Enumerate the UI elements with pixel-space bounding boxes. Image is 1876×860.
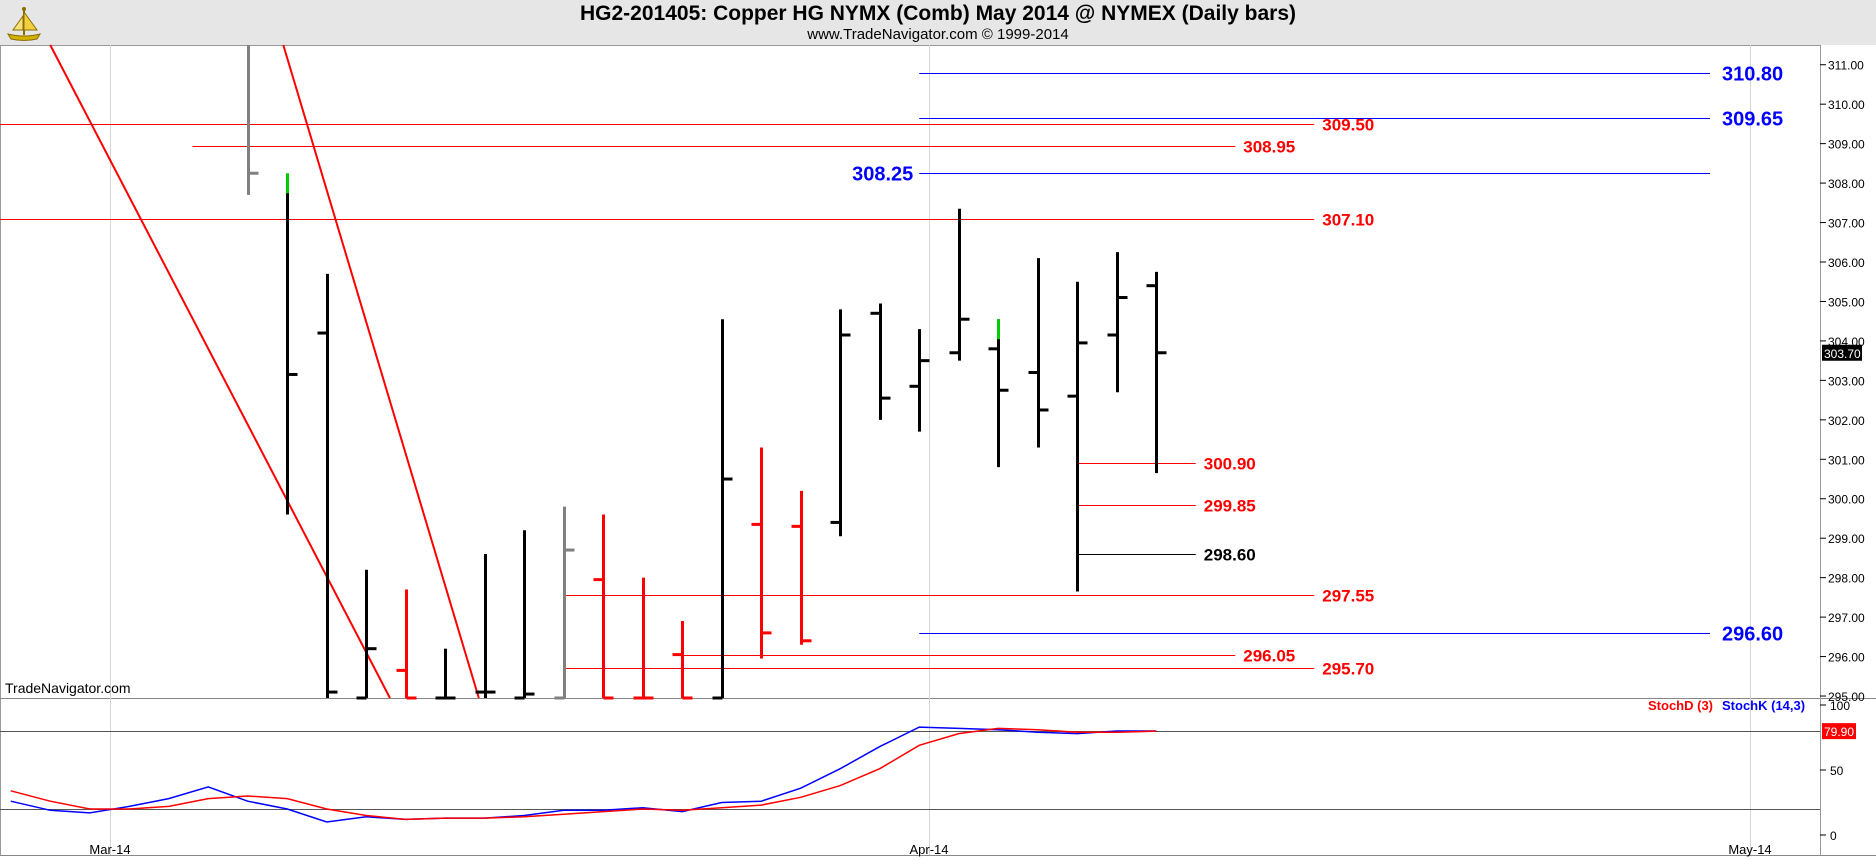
chart-header: HG2-201405: Copper HG NYMX (Comb) May 20… — [0, 0, 1876, 45]
ohlc-bar — [791, 490, 812, 645]
chart-frame — [0, 45, 1876, 856]
ohlc-bar — [435, 648, 456, 700]
ohlc-bar — [475, 553, 496, 698]
ohlc-bar — [988, 319, 1009, 468]
trade-navigator-logo-icon — [4, 4, 44, 42]
price-tick-label: 298.00 — [1828, 572, 1865, 586]
level-308.25: 308.25 — [852, 164, 1710, 186]
level-310.80: 310.80 — [919, 64, 1783, 86]
price-tick-label: 302.00 — [1828, 414, 1865, 428]
level-label: 300.90 — [1204, 455, 1256, 474]
price-tick-label: 297.00 — [1828, 611, 1865, 625]
last-price-box — [1822, 344, 1862, 361]
trendline — [49, 44, 391, 699]
stoch-tick-label: 0 — [1830, 829, 1837, 843]
price-axis: 311.00 310.00 309.00 308.00 307.00 306.00 305.… — [1820, 59, 1865, 704]
price-tick-label: 306.00 — [1828, 256, 1865, 270]
stochastic-panel: 100 50 0 StochD (3) StochK (14,3) 79.90 — [0, 698, 1856, 843]
price-tick-label: 295.00 — [1828, 690, 1865, 704]
level-309.65: 309.65 — [919, 109, 1783, 131]
ohlc-bar — [554, 506, 575, 700]
chart-subtitle: www.TradeNavigator.com © 1999-2014 — [807, 26, 1069, 43]
level-296.05: 296.05 — [682, 647, 1295, 666]
stoch-series-line — [10, 726, 1157, 823]
legend-stochd: StochD (3) — [1648, 698, 1713, 713]
level-label: 308.95 — [1243, 138, 1295, 157]
level-297.55: 297.55 — [563, 587, 1374, 606]
ohlc-bar — [751, 447, 772, 659]
price-levels: 310.80 309.65 309.50 308.95 308.25 307.10 300.… — [0, 64, 1783, 679]
ohlc-bar — [830, 309, 851, 537]
level-label: 310.80 — [1722, 64, 1783, 86]
price-tick-label: 309.00 — [1828, 138, 1865, 152]
price-tick-label: 305.00 — [1828, 295, 1865, 309]
price-tick-label: 299.00 — [1828, 532, 1865, 546]
price-tick-label: 311.00 — [1828, 59, 1864, 73]
ohlc-bar — [672, 621, 693, 700]
stoch-tick-label: 100 — [1830, 699, 1850, 713]
watermark: TradeNavigator.com — [5, 680, 131, 696]
x-tick-label: May-14 — [1728, 842, 1771, 857]
level-300.90: 300.90 — [1077, 455, 1256, 474]
level-295.70: 295.70 — [563, 660, 1374, 679]
legend-stochk: StochK (14,3) — [1722, 698, 1805, 713]
level-296.60: 296.60 — [919, 624, 1783, 646]
price-tick-label: 300.00 — [1828, 493, 1865, 507]
ohlc-bar — [1028, 258, 1049, 448]
stoch-last-value-box — [1822, 723, 1856, 740]
level-307.10: 307.10 — [0, 211, 1374, 230]
x-tick-label: Apr-14 — [909, 842, 948, 857]
price-tick-label: 303.00 — [1828, 374, 1865, 388]
price-tick-label: 308.00 — [1828, 177, 1865, 191]
ohlc-bars — [247, 45, 1167, 700]
level-label: 309.65 — [1722, 109, 1783, 131]
chart-title: HG2-201405: Copper HG NYMX (Comb) May 20… — [580, 2, 1296, 25]
level-309.50: 309.50 — [0, 116, 1374, 135]
price-tick-label: 296.00 — [1828, 651, 1865, 665]
price-tick-label: 301.00 — [1828, 453, 1865, 467]
ohlc-bar — [633, 577, 654, 700]
stoch-last-value-label: 79.90 — [1824, 725, 1854, 739]
ohlc-bar — [514, 530, 535, 700]
ohlc-bar — [356, 569, 377, 700]
chart-grid: Mar-14 Apr-14 May-14 — [89, 45, 1772, 857]
last-price-label: 303.70 — [1824, 347, 1861, 361]
ohlc-bar — [949, 208, 970, 361]
ohlc-bar — [870, 303, 891, 420]
ohlc-bar — [1146, 271, 1167, 474]
ohlc-bar — [1107, 252, 1128, 393]
level-label: 298.60 — [1204, 546, 1256, 565]
ohlc-bar — [247, 45, 259, 195]
stoch-tick-label: 50 — [1830, 764, 1844, 778]
level-298.60: 298.60 — [1077, 546, 1256, 565]
trendlines — [49, 44, 480, 699]
level-308.95: 308.95 — [192, 138, 1295, 157]
price-tick-label: 307.00 — [1828, 217, 1865, 231]
trendline — [282, 44, 480, 699]
level-label: 296.60 — [1722, 624, 1783, 646]
ohlc-bar — [712, 319, 733, 700]
level-label: 297.55 — [1322, 587, 1374, 606]
level-label: 308.25 — [852, 164, 913, 186]
ohlc-bar — [1067, 281, 1088, 592]
x-tick-label: Mar-14 — [89, 842, 130, 857]
level-299.85: 299.85 — [1077, 497, 1256, 516]
ohlc-bar — [317, 273, 338, 698]
ohlc-bar — [593, 514, 614, 700]
level-label: 295.70 — [1322, 660, 1374, 679]
ohlc-bar — [396, 589, 417, 700]
level-label: 309.50 — [1322, 116, 1374, 135]
level-label: 307.10 — [1322, 211, 1374, 230]
level-label: 296.05 — [1243, 647, 1295, 666]
level-label: 299.85 — [1204, 497, 1256, 516]
price-tick-label: 310.00 — [1828, 98, 1865, 112]
ohlc-bar — [909, 329, 930, 432]
stoch-series-line — [10, 727, 1157, 821]
ohlc-bar — [286, 173, 298, 515]
